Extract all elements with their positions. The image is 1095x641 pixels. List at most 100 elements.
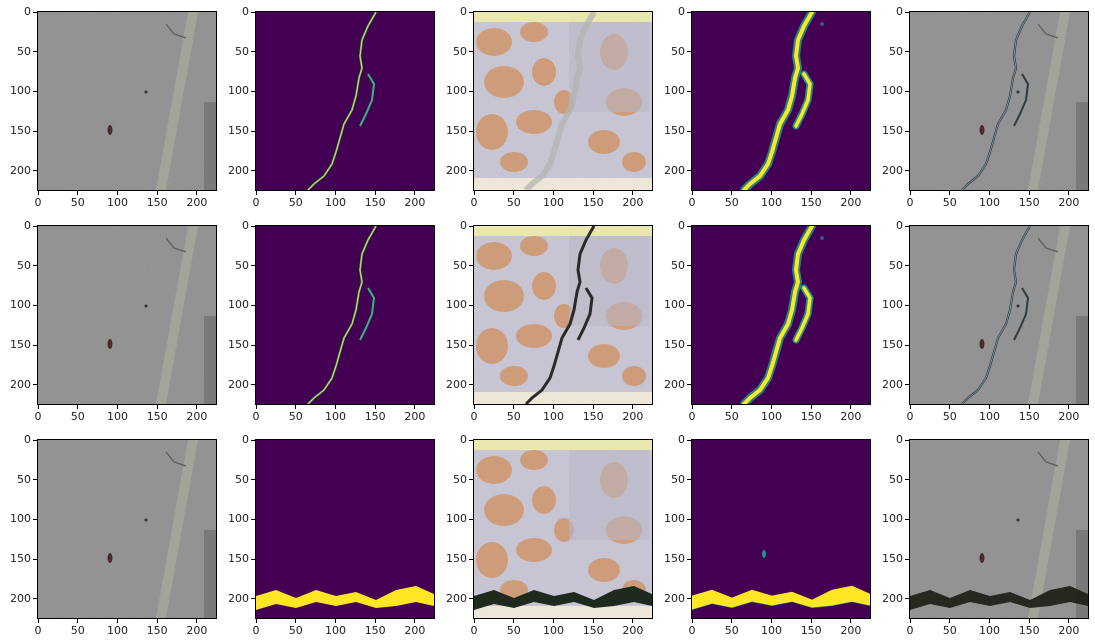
x-tick-mark [770, 191, 772, 195]
x-tick-label: 50 [506, 624, 521, 637]
x-tick-mark [909, 191, 911, 195]
x-tick-label: 50 [942, 410, 957, 423]
x-tick-label: 200 [622, 410, 644, 423]
y-tick-label: 200 [882, 591, 903, 605]
y-tick-mark [905, 518, 909, 520]
y-tick-label: 0 [678, 219, 685, 232]
x-tick-mark [592, 619, 594, 623]
y-tick-label: 100 [228, 512, 249, 526]
mask-background [256, 440, 434, 618]
x-tick-label: 100 [106, 624, 128, 637]
stain-spot [107, 125, 113, 135]
panel-image [910, 440, 1088, 618]
x-tick-mark [949, 619, 951, 623]
y-tick-label: 150 [10, 124, 31, 138]
y-tick-label: 200 [228, 377, 249, 391]
x-tick-mark [255, 405, 257, 409]
y-tick-label: 150 [228, 338, 249, 352]
y-tick-label: 0 [24, 433, 31, 446]
x-tick-label: 50 [724, 410, 739, 423]
x-tick-mark [116, 405, 118, 409]
y-tick-mark [33, 11, 37, 13]
x-tick-label: 0 [34, 410, 42, 423]
y-tick-label: 200 [664, 591, 685, 605]
x-tick-mark [473, 619, 475, 623]
x-tick-label: 0 [906, 624, 914, 637]
x-tick-label: 200 [622, 196, 644, 209]
y-tick-mark [469, 225, 473, 227]
x-tick-mark [552, 619, 554, 623]
x-tick-label: 150 [364, 624, 386, 637]
y-tick-label: 100 [882, 512, 903, 526]
painted-line [156, 226, 198, 404]
y-tick-label: 150 [446, 124, 467, 138]
y-tick-mark [687, 51, 691, 53]
y-tick-mark [687, 90, 691, 92]
x-tick-mark [374, 191, 376, 195]
y-tick-label: 150 [446, 552, 467, 566]
painted-line [156, 440, 198, 618]
panel-image [910, 12, 1088, 190]
x-tick-mark [414, 619, 416, 623]
x-tick-label: 100 [324, 410, 346, 423]
y-tick-label: 150 [228, 552, 249, 566]
x-tick-mark [374, 405, 376, 409]
y-tick-label: 150 [664, 124, 685, 138]
x-tick-label: 100 [760, 624, 782, 637]
y-tick-mark [251, 170, 255, 172]
panel-image [692, 440, 870, 618]
y-tick-mark [251, 51, 255, 53]
x-tick-mark [116, 619, 118, 623]
y-tick-label: 0 [24, 5, 31, 18]
mask-background [256, 12, 434, 190]
stain-spot [107, 339, 113, 349]
y-tick-mark [251, 90, 255, 92]
y-tick-label: 50 [671, 472, 685, 486]
panel-image [256, 12, 434, 190]
x-tick-label: 0 [688, 410, 696, 423]
y-tick-label: 100 [10, 298, 31, 312]
x-tick-mark [77, 619, 79, 623]
y-tick-label: 0 [242, 433, 249, 446]
x-tick-label: 50 [942, 196, 957, 209]
prediction-background [692, 12, 870, 190]
x-tick-mark [334, 619, 336, 623]
y-tick-mark [469, 304, 473, 306]
y-tick-mark [469, 130, 473, 132]
y-tick-mark [33, 51, 37, 53]
y-tick-mark [905, 170, 909, 172]
y-tick-mark [905, 90, 909, 92]
y-tick-mark [33, 90, 37, 92]
y-tick-mark [905, 384, 909, 386]
x-tick-label: 100 [324, 624, 346, 637]
y-tick-label: 150 [882, 338, 903, 352]
x-tick-mark [196, 405, 198, 409]
x-tick-label: 100 [542, 196, 564, 209]
x-tick-mark [731, 191, 733, 195]
x-tick-label: 50 [288, 624, 303, 637]
x-tick-label: 100 [978, 196, 1000, 209]
x-tick-label: 50 [506, 196, 521, 209]
x-tick-mark [255, 619, 257, 623]
y-tick-mark [905, 558, 909, 560]
x-tick-mark [156, 405, 158, 409]
y-tick-label: 0 [460, 219, 467, 232]
y-tick-label: 50 [17, 44, 31, 58]
x-tick-label: 100 [978, 410, 1000, 423]
x-tick-label: 0 [688, 196, 696, 209]
x-tick-label: 200 [186, 196, 208, 209]
predicted-band [692, 585, 870, 610]
y-tick-mark [251, 518, 255, 520]
y-tick-label: 200 [882, 377, 903, 391]
y-tick-label: 100 [10, 512, 31, 526]
y-tick-label: 200 [10, 591, 31, 605]
x-tick-label: 150 [364, 196, 386, 209]
y-tick-mark [469, 439, 473, 441]
x-tick-mark [334, 191, 336, 195]
x-tick-mark [414, 191, 416, 195]
x-tick-mark [513, 191, 515, 195]
x-tick-label: 100 [324, 196, 346, 209]
overlaid-band [910, 586, 1088, 610]
y-tick-label: 200 [228, 163, 249, 177]
